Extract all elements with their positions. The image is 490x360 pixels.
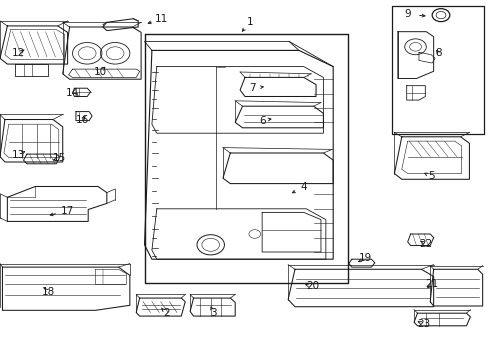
Text: 8: 8	[435, 48, 442, 58]
Text: 22: 22	[419, 239, 433, 249]
Text: 2: 2	[163, 308, 170, 318]
Text: 7: 7	[249, 83, 256, 93]
Text: 13: 13	[12, 150, 25, 160]
Text: 21: 21	[425, 279, 439, 289]
Text: 3: 3	[210, 308, 217, 318]
Text: 15: 15	[53, 153, 67, 163]
Text: 17: 17	[61, 206, 74, 216]
Text: 18: 18	[41, 287, 55, 297]
Text: 1: 1	[246, 17, 253, 27]
Text: 12: 12	[12, 48, 25, 58]
Text: 16: 16	[75, 114, 89, 125]
Text: 23: 23	[417, 319, 431, 329]
Text: 20: 20	[306, 281, 319, 291]
Text: 9: 9	[404, 9, 411, 19]
Text: 19: 19	[358, 253, 372, 264]
Text: 4: 4	[300, 182, 307, 192]
Text: 6: 6	[259, 116, 266, 126]
Text: 10: 10	[94, 67, 107, 77]
Text: 14: 14	[66, 88, 79, 98]
Text: 11: 11	[155, 14, 169, 24]
Text: 5: 5	[428, 171, 435, 181]
